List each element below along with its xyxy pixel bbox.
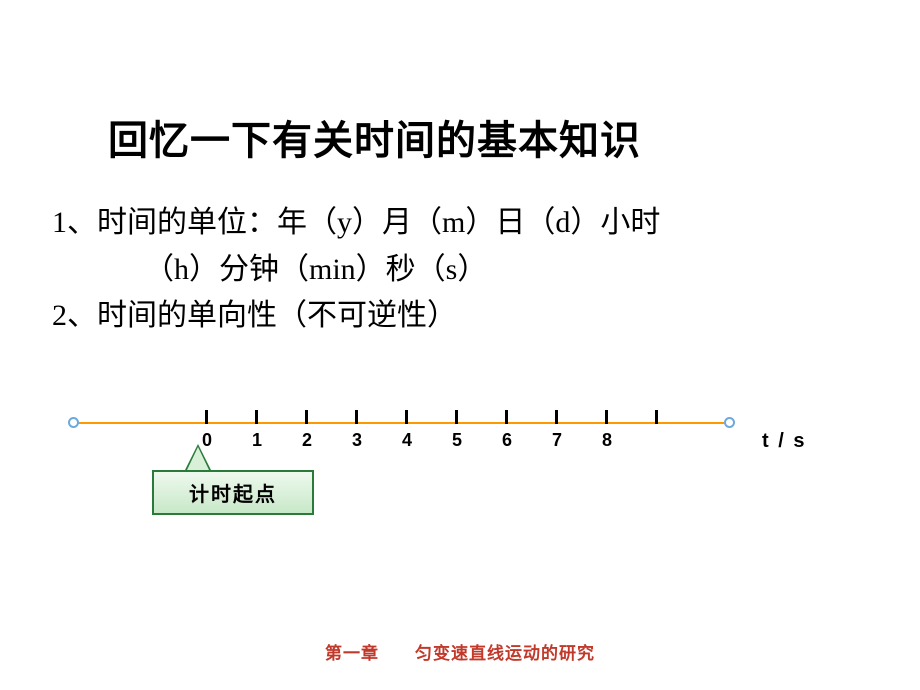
- axis-endpoint-left: [68, 417, 79, 428]
- axis-tick: [405, 410, 408, 424]
- axis-tick: [305, 410, 308, 424]
- axis-tick: [205, 410, 208, 424]
- axis-tick-label: 3: [347, 430, 367, 451]
- callout-label: 计时起点: [152, 470, 314, 515]
- footer-text: 第一章 匀变速直线运动的研究: [0, 639, 920, 664]
- axis-tick-label: 4: [397, 430, 417, 451]
- body-text: 1、时间的单位：年（y）月（m）日（d）小时 （h）分钟（min）秒（s） 2、…: [52, 200, 872, 340]
- axis-area: 012345678 t / s: [72, 392, 848, 452]
- axis-tick: [455, 410, 458, 424]
- body-line-1b: （h）分钟（min）秒（s）: [52, 247, 872, 294]
- axis-tick-label: 6: [497, 430, 517, 451]
- slide-title: 回忆一下有关时间的基本知识: [108, 108, 641, 166]
- axis-line: [72, 422, 732, 424]
- axis-tick: [555, 410, 558, 424]
- axis-tick: [655, 410, 658, 424]
- axis-tick-label: 1: [247, 430, 267, 451]
- axis-tick-label: 8: [597, 430, 617, 451]
- body-line-1: 1、时间的单位：年（y）月（m）日（d）小时: [52, 200, 872, 247]
- axis-endpoint-right: [724, 417, 735, 428]
- axis-tick-label: 5: [447, 430, 467, 451]
- axis-tick: [255, 410, 258, 424]
- timeline-diagram: 012345678 t / s 计时起点: [56, 378, 864, 550]
- axis-tick: [605, 410, 608, 424]
- axis-tick: [505, 410, 508, 424]
- axis-tick-label: 2: [297, 430, 317, 451]
- axis-tick-label: 7: [547, 430, 567, 451]
- callout-arrow-icon: [184, 444, 212, 472]
- axis-tick: [355, 410, 358, 424]
- axis-unit-label: t / s: [762, 430, 806, 453]
- slide: 回忆一下有关时间的基本知识 1、时间的单位：年（y）月（m）日（d）小时 （h）…: [0, 0, 920, 690]
- body-line-2: 2、时间的单向性（不可逆性）: [52, 293, 872, 340]
- callout: 计时起点: [152, 470, 314, 515]
